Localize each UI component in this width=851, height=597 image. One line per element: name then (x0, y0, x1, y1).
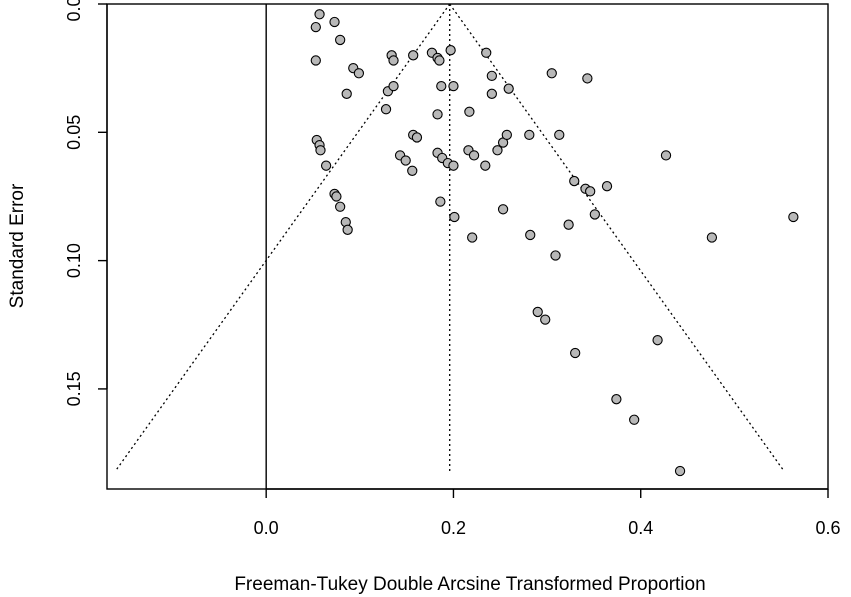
y-tick-label: 0.10 (64, 243, 84, 278)
funnel-lines (114, 3, 785, 489)
data-point (486, 88, 497, 99)
x-axis: 0.0 0.2 0.4 0.6 (254, 488, 841, 538)
data-point (582, 73, 593, 84)
data-point (652, 335, 663, 346)
data-point (611, 394, 622, 405)
data-point (464, 106, 475, 117)
y-tick-label: 0.00 (64, 0, 84, 22)
data-point (331, 191, 342, 202)
data-point (432, 109, 443, 120)
data-point (480, 160, 491, 171)
data-point (411, 132, 423, 143)
data-point (342, 224, 353, 235)
data-point (497, 204, 509, 215)
data-point (563, 219, 574, 230)
data-point (585, 186, 596, 197)
data-point (315, 145, 326, 156)
data-point (492, 145, 503, 156)
data-point (335, 201, 346, 212)
data-point (448, 160, 459, 171)
data-point (569, 175, 580, 187)
data-point (435, 196, 446, 207)
data-point (329, 16, 340, 28)
data-point (335, 34, 346, 46)
data-point (532, 306, 543, 318)
x-tick-label: 0.0 (254, 518, 279, 538)
data-point (501, 129, 512, 141)
data-point (310, 55, 321, 66)
data-point (353, 68, 365, 79)
data-point (660, 150, 672, 161)
x-tick-label: 0.2 (441, 518, 466, 538)
plot-frame (106, 3, 829, 490)
data-point (310, 21, 321, 33)
data-point (320, 160, 332, 171)
y-axis-title: Standard Error (7, 183, 28, 308)
x-axis-title: Freeman-Tukey Double Arcsine Transformed… (234, 574, 705, 595)
data-point (570, 347, 581, 359)
data-point (525, 229, 536, 241)
data-point (445, 45, 456, 56)
data-point (706, 232, 718, 243)
funnel-right-line (449, 3, 785, 472)
data-point (468, 150, 480, 161)
data-point (503, 83, 514, 94)
data-point (408, 50, 419, 61)
y-tick-label: 0.15 (64, 371, 84, 406)
data-point (524, 129, 535, 141)
data-point (481, 47, 492, 58)
data-points (310, 9, 799, 477)
data-point (629, 414, 640, 425)
data-point (341, 88, 352, 99)
data-point (388, 80, 399, 92)
data-point (388, 55, 399, 66)
data-point (546, 68, 557, 79)
funnel-left-line (114, 3, 451, 472)
data-point (314, 9, 325, 20)
data-point (436, 80, 447, 92)
data-point (788, 211, 799, 223)
x-tick-label: 0.6 (815, 518, 840, 538)
data-point (601, 181, 613, 192)
data-point (434, 55, 445, 66)
data-point (554, 129, 565, 141)
data-point (400, 155, 411, 166)
data-point (550, 250, 561, 261)
y-axis: 0.00 0.05 0.10 0.15 (64, 0, 108, 406)
data-point (589, 209, 600, 220)
data-point (540, 314, 551, 325)
data-point (449, 211, 460, 223)
data-point (407, 165, 418, 176)
data-point (486, 70, 497, 82)
y-tick-label: 0.05 (64, 115, 84, 150)
data-point (674, 465, 686, 477)
data-point (448, 80, 459, 92)
x-tick-label: 0.4 (628, 518, 653, 538)
data-point (467, 232, 478, 243)
data-point (380, 104, 392, 115)
